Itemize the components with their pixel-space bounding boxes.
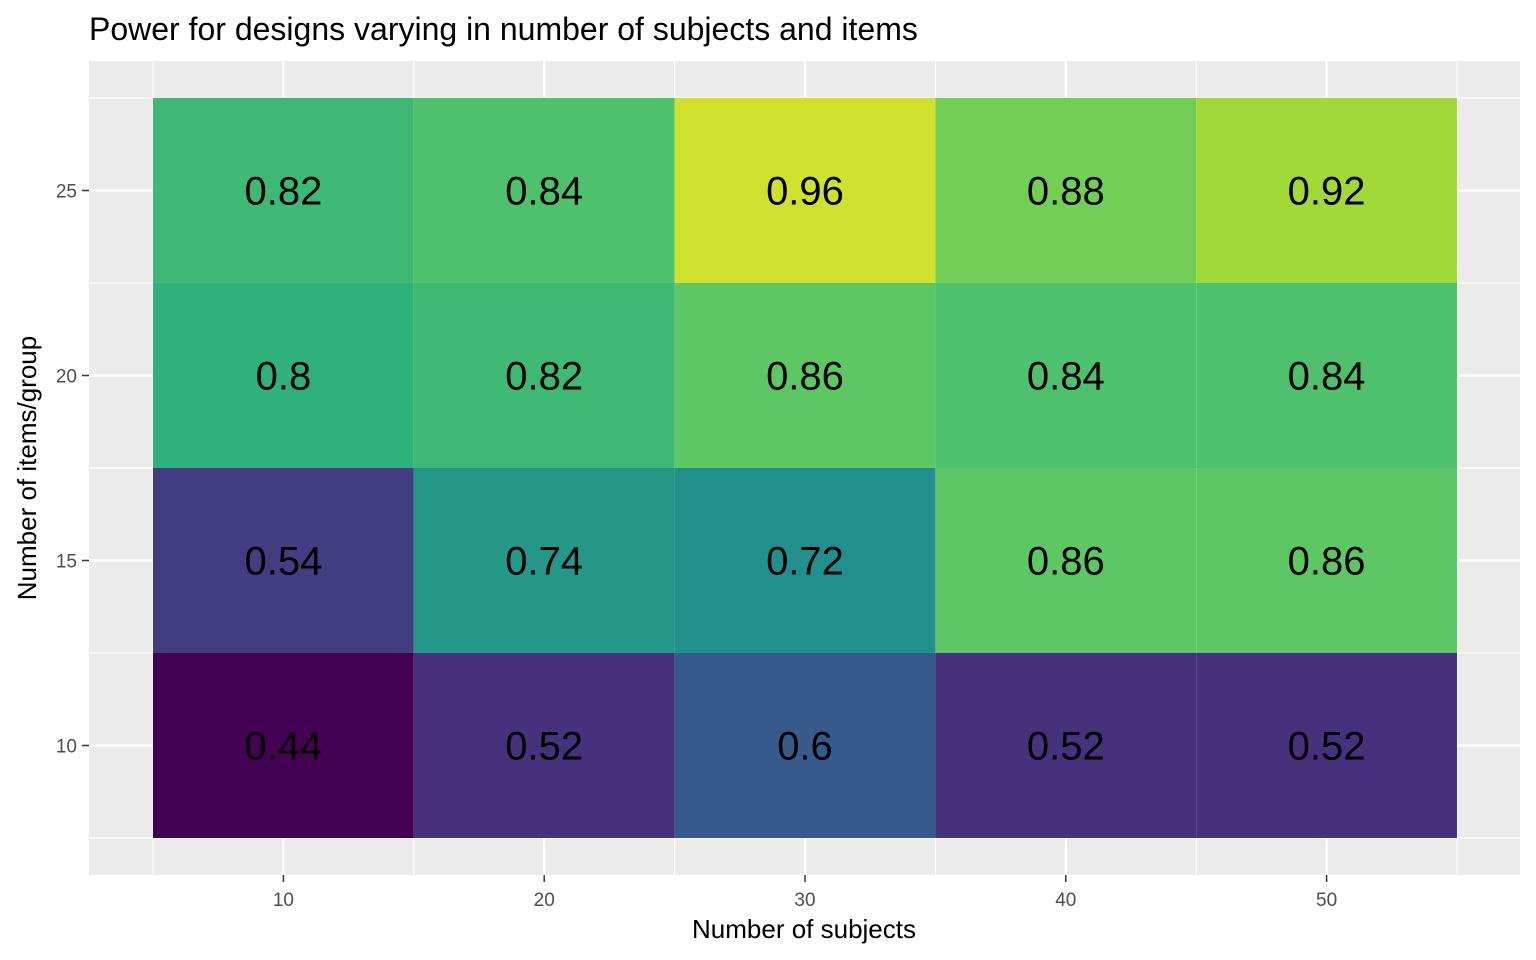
x-tick-label-50: 50 bbox=[1316, 890, 1337, 911]
cell-label-10-items-10-subjects: 0.44 bbox=[244, 725, 322, 769]
heatmap-cell-10-items-20-subjects bbox=[413, 653, 675, 838]
y-axis: 10 15 20 25 bbox=[56, 182, 89, 758]
heatmap-cell-10-items-30-subjects bbox=[674, 653, 936, 838]
heatmap-cell-10-items-10-subjects bbox=[153, 653, 414, 838]
heatmap-cell-25-items-50-subjects bbox=[1196, 98, 1457, 283]
x-axis-title: Number of subjects bbox=[692, 914, 916, 944]
cell-label-20-items-20-subjects: 0.82 bbox=[505, 355, 583, 399]
heatmap-cell-25-items-40-subjects bbox=[935, 98, 1197, 283]
cell-label-25-items-40-subjects: 0.88 bbox=[1027, 170, 1105, 214]
cell-label-15-items-40-subjects: 0.86 bbox=[1027, 540, 1105, 584]
heatmap-cell-labels: 0.44 0.52 0.6 0.52 0.52 0.54 0.74 0.72 0.86 0.86 0… bbox=[244, 170, 1365, 769]
cell-label-15-items-30-subjects: 0.72 bbox=[766, 540, 844, 584]
heatmap-cell-10-items-50-subjects bbox=[1196, 653, 1457, 838]
heatmap-cell-20-items-50-subjects bbox=[1196, 283, 1457, 468]
cell-label-10-items-20-subjects: 0.52 bbox=[505, 725, 583, 769]
cell-label-20-items-40-subjects: 0.84 bbox=[1027, 355, 1105, 399]
y-tick-label-10: 10 bbox=[56, 737, 77, 758]
cell-label-20-items-30-subjects: 0.86 bbox=[766, 355, 844, 399]
y-tick-label-20: 20 bbox=[56, 367, 77, 388]
heatmap-cell-15-items-30-subjects bbox=[674, 468, 936, 653]
cell-label-20-items-10-subjects: 0.8 bbox=[256, 355, 312, 399]
cell-label-25-items-30-subjects: 0.96 bbox=[766, 170, 844, 214]
heatmap-cell-20-items-30-subjects bbox=[674, 283, 936, 468]
cell-label-25-items-10-subjects: 0.82 bbox=[244, 170, 322, 214]
cell-label-25-items-20-subjects: 0.84 bbox=[505, 170, 583, 214]
y-axis-title: Number of items/group bbox=[12, 336, 42, 600]
cell-label-15-items-20-subjects: 0.74 bbox=[505, 540, 583, 584]
cell-label-10-items-30-subjects: 0.6 bbox=[777, 725, 833, 769]
chart-title: Power for designs varying in number of s… bbox=[89, 11, 918, 47]
cell-label-15-items-10-subjects: 0.54 bbox=[244, 540, 322, 584]
x-axis: 10 20 30 40 50 bbox=[273, 875, 1337, 911]
heatmap-cell-15-items-40-subjects bbox=[935, 468, 1197, 653]
heatmap-cell-25-items-30-subjects bbox=[674, 98, 936, 283]
cell-label-25-items-50-subjects: 0.92 bbox=[1288, 170, 1366, 214]
heatmap-cell-15-items-50-subjects bbox=[1196, 468, 1457, 653]
x-tick-label-20: 20 bbox=[534, 890, 555, 911]
heatmap-cells bbox=[153, 98, 1457, 838]
cell-label-15-items-50-subjects: 0.86 bbox=[1288, 540, 1366, 584]
x-tick-label-10: 10 bbox=[273, 890, 294, 911]
heatmap-cell-20-items-40-subjects bbox=[935, 283, 1197, 468]
cell-label-20-items-50-subjects: 0.84 bbox=[1288, 355, 1366, 399]
heatmap-cell-15-items-20-subjects bbox=[413, 468, 675, 653]
heatmap-cell-20-items-20-subjects bbox=[413, 283, 675, 468]
cell-label-10-items-50-subjects: 0.52 bbox=[1288, 725, 1366, 769]
heatmap-cell-10-items-40-subjects bbox=[935, 653, 1197, 838]
y-tick-label-15: 15 bbox=[56, 552, 77, 573]
cell-label-10-items-40-subjects: 0.52 bbox=[1027, 725, 1105, 769]
x-tick-label-30: 30 bbox=[794, 890, 815, 911]
heatmap-cell-25-items-10-subjects bbox=[153, 98, 414, 283]
heatmap-cell-25-items-20-subjects bbox=[413, 98, 675, 283]
heatmap-cell-15-items-10-subjects bbox=[153, 468, 414, 653]
heatmap-cell-20-items-10-subjects bbox=[153, 283, 414, 468]
x-tick-label-40: 40 bbox=[1055, 890, 1076, 911]
y-tick-label-25: 25 bbox=[56, 182, 77, 203]
